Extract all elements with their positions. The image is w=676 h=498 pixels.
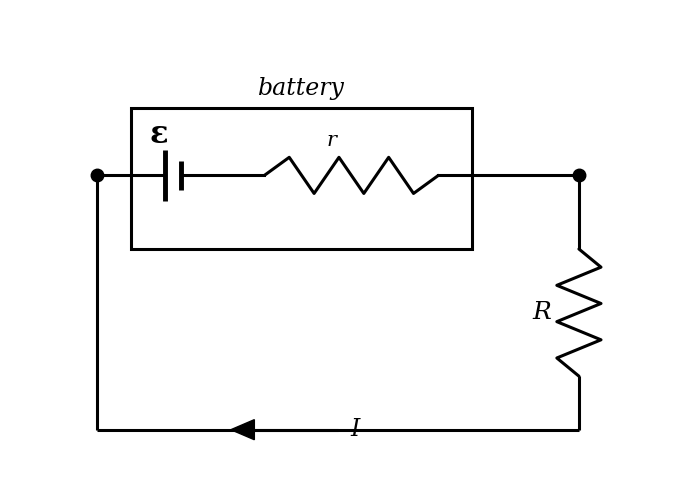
Text: ε: ε xyxy=(149,119,168,150)
Bar xyxy=(130,109,472,249)
Text: r: r xyxy=(327,131,336,150)
FancyArrow shape xyxy=(231,420,254,440)
Text: I: I xyxy=(350,418,360,441)
Text: battery: battery xyxy=(258,77,345,101)
Text: R: R xyxy=(533,301,552,324)
